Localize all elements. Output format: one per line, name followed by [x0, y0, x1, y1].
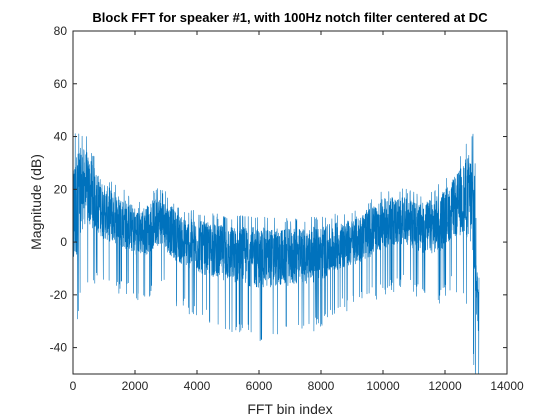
y-axis-label: Magnitude (dB) [28, 154, 44, 250]
y-tick-label: 80 [54, 24, 68, 38]
x-tick-label: 14000 [490, 379, 524, 393]
data-layer [72, 133, 480, 375]
x-axis-ticks: 0 2000 4000 6000 8000 10000 12000 14000 [70, 31, 524, 393]
y-tick-label: 60 [54, 77, 68, 91]
y-axis-ticks: -40 -20 0 20 40 60 80 [50, 24, 507, 355]
x-tick-label: 10000 [366, 379, 400, 393]
y-tick-label: 20 [54, 182, 68, 196]
y-tick-label: 40 [54, 130, 68, 144]
x-tick-label: 2000 [122, 379, 149, 393]
x-tick-label: 8000 [308, 379, 335, 393]
y-tick-label: -20 [50, 288, 68, 302]
series-line [72, 133, 480, 375]
x-tick-label: 0 [70, 379, 77, 393]
y-tick-label: -40 [50, 341, 68, 355]
y-tick-label: 0 [60, 235, 67, 249]
chart-title: Block FFT for speaker #1, with 100Hz not… [92, 10, 488, 25]
x-axis-label: FFT bin index [247, 401, 332, 417]
x-tick-label: 12000 [428, 379, 462, 393]
x-tick-label: 6000 [246, 379, 273, 393]
x-tick-label: 4000 [184, 379, 211, 393]
axes-box [72, 30, 508, 375]
